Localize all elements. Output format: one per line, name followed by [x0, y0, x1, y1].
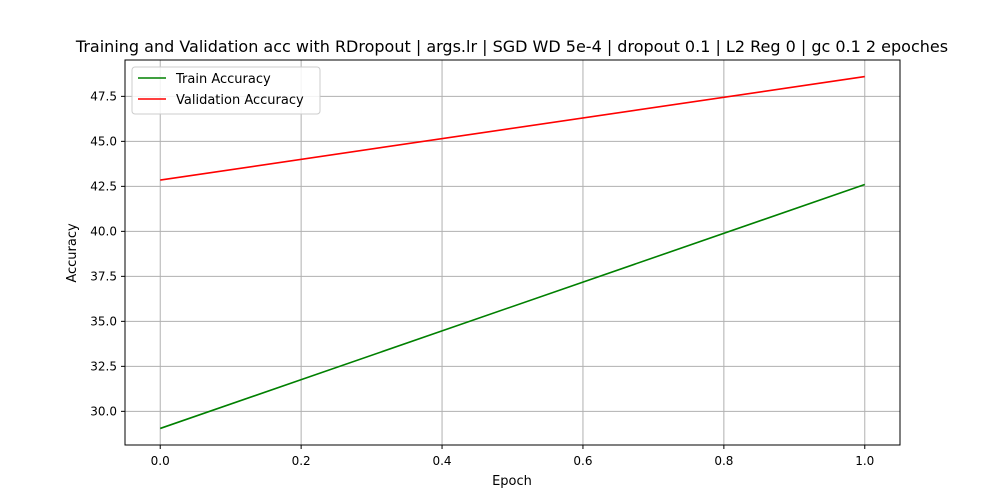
- x-tick-label: 0.2: [292, 454, 311, 468]
- x-tick-label: 0.0: [151, 454, 170, 468]
- y-axis-label: Accuracy: [65, 223, 80, 283]
- plot-frame: [124, 59, 901, 446]
- y-axis-ticks: 30.0 32.5 35.0 37.5 40.0 42.5 45.0 47.5: [90, 89, 125, 418]
- y-tick-label: 45.0: [90, 134, 117, 148]
- x-axis-label: Epoch: [492, 474, 532, 489]
- x-tick-label: 0.6: [573, 454, 592, 468]
- y-tick-label: 35.0: [90, 314, 117, 328]
- x-tick-label: 1.0: [855, 454, 874, 468]
- y-tick-label: 47.5: [90, 89, 117, 103]
- chart-title: Training and Validation acc with RDropou…: [75, 37, 948, 56]
- legend: Train Accuracy Validation Accuracy: [131, 66, 321, 115]
- legend-box: [131, 66, 321, 115]
- train-accuracy-legend-label: Train Accuracy: [175, 72, 271, 87]
- validation-accuracy-line: [160, 75, 865, 181]
- x-tick-label: 0.4: [432, 454, 451, 468]
- y-tick-label: 40.0: [90, 224, 117, 238]
- validation-accuracy-legend-label: Validation Accuracy: [176, 93, 304, 108]
- x-tick-label: 0.8: [714, 454, 733, 468]
- y-tick-label: 42.5: [90, 179, 117, 193]
- y-tick-label: 32.5: [90, 359, 117, 373]
- y-tick-label: 30.0: [90, 404, 117, 418]
- train-accuracy-line: [159, 183, 866, 430]
- y-tick-label: 37.5: [90, 269, 117, 283]
- x-axis-ticks: 0.0 0.2 0.4 0.6 0.8 1.0: [151, 445, 874, 468]
- grid-lines: [125, 60, 900, 445]
- series-lines: [159, 75, 866, 430]
